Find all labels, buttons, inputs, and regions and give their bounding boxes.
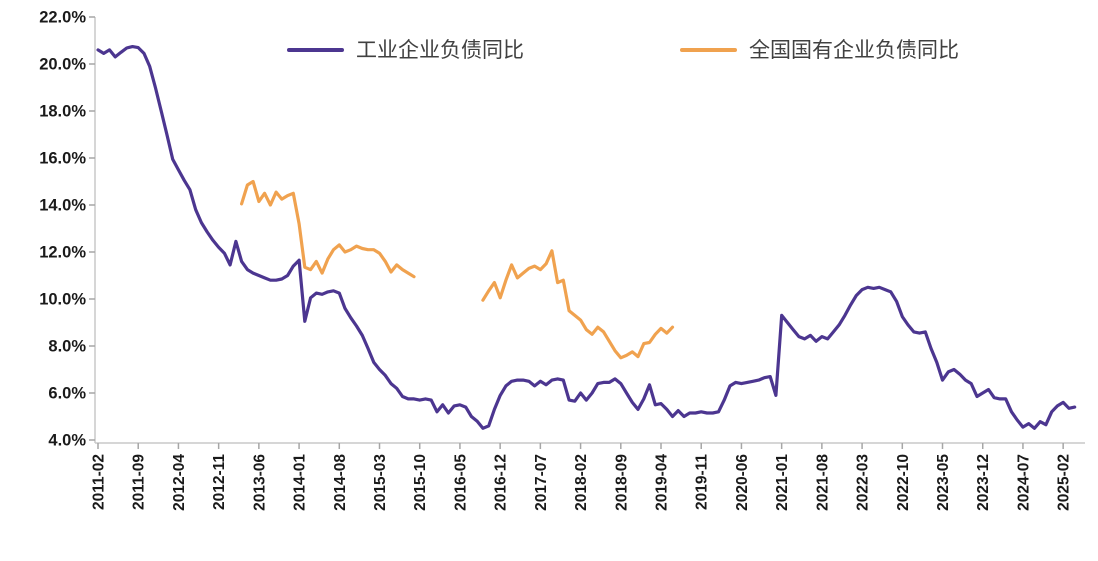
y-axis-label: 22.0%: [39, 9, 86, 27]
x-axis-label: 2015-10: [412, 454, 429, 511]
x-axis-label: 2018-02: [573, 454, 590, 511]
x-axis-label: 2017-07: [533, 454, 550, 511]
y-axis-label: 12.0%: [39, 244, 86, 262]
x-axis-label: 2012-11: [211, 454, 228, 510]
x-axis-label: 2022-03: [855, 454, 872, 511]
y-axis-label: 6.0%: [48, 385, 86, 403]
x-axis-label: 2023-12: [975, 454, 992, 511]
series-line-industrial: [96, 45, 1077, 430]
x-axis-label: 2016-12: [493, 454, 510, 511]
y-axis-label: 10.0%: [39, 291, 86, 309]
y-axis-label: 4.0%: [48, 432, 86, 450]
x-axis-label: 2015-03: [372, 454, 389, 511]
x-axis-label: 2022-10: [895, 454, 912, 511]
x-axis-label: 2021-08: [814, 454, 831, 511]
x-axis-label: 2014-08: [332, 454, 349, 511]
x-axis-label: 2020-06: [734, 454, 751, 511]
x-axis-label: 2011-02: [91, 454, 108, 510]
x-axis-label: 2012-04: [171, 454, 188, 511]
x-axis-label: 2016-05: [452, 454, 469, 511]
y-axis-label: 8.0%: [48, 338, 86, 356]
series-line-soe: [240, 179, 675, 360]
x-axis-label: 2024-07: [1015, 454, 1032, 511]
x-axis-label: 2014-01: [292, 454, 309, 511]
x-axis-label: 2013-06: [251, 454, 268, 511]
y-axis-label: 14.0%: [39, 197, 86, 215]
y-axis-label: 20.0%: [39, 56, 86, 74]
x-axis-label: 2021-01: [774, 454, 791, 511]
y-axis-label: 16.0%: [39, 150, 86, 168]
x-axis-label: 2025-02: [1056, 454, 1073, 511]
x-axis-label: 2023-05: [935, 454, 952, 511]
x-axis-label: 2019-11: [694, 454, 711, 510]
y-axis-label: 18.0%: [39, 103, 86, 121]
x-axis-label: 2011-09: [131, 454, 148, 510]
x-axis-label: 2018-09: [613, 454, 630, 511]
x-axis-label: 2019-04: [654, 454, 671, 511]
